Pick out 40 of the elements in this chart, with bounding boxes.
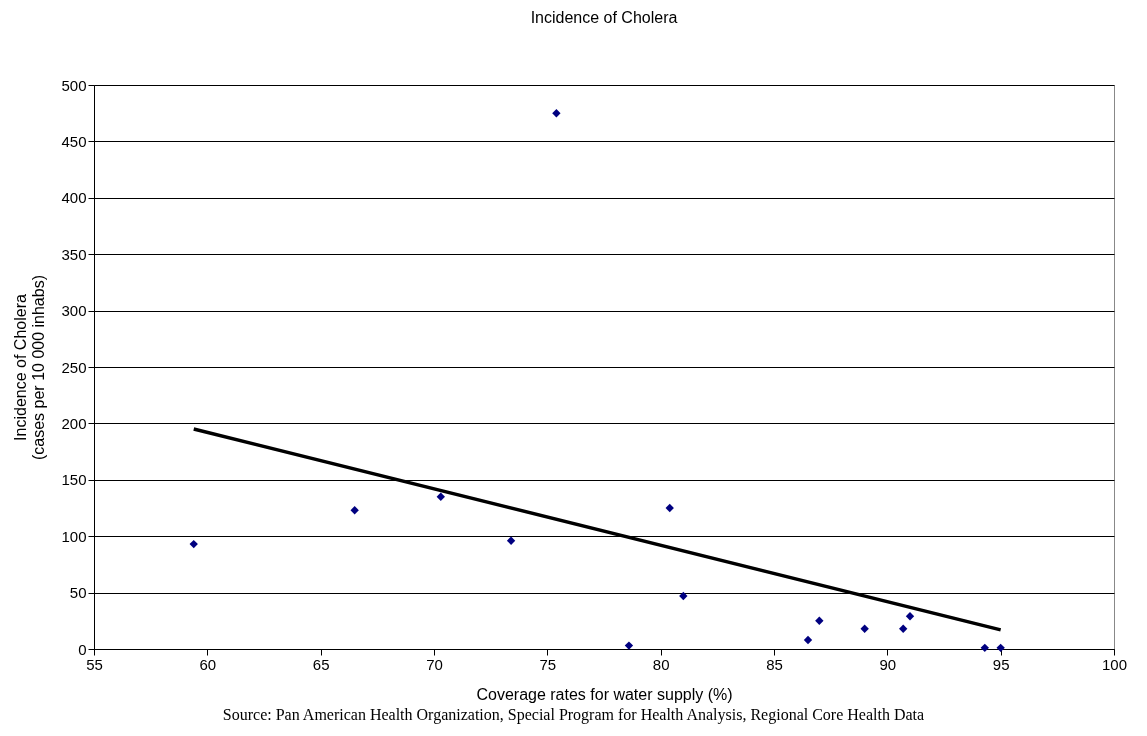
- x-tick-label: 85: [766, 655, 783, 673]
- source-note: Source: Pan American Health Organization, Special Program for Health Analysis, Regional Core Health Data: [221, 706, 926, 724]
- point: [189, 539, 198, 549]
- x-tick-label: 100: [1101, 655, 1128, 673]
- y-axis-title: Incidence of Cholera (cases per 10 000 inhabs): [12, 275, 48, 460]
- y-tick-label: 400: [61, 189, 87, 207]
- y-tick-label: 250: [61, 358, 87, 376]
- point: [905, 612, 915, 621]
- x-tick-label: 60: [199, 655, 217, 673]
- point: [815, 616, 824, 625]
- x-axis-title: Coverage rates for water supply (%): [476, 685, 733, 703]
- point: [506, 536, 516, 545]
- point: [624, 641, 634, 650]
- y-tick-label: 200: [61, 414, 87, 432]
- y-tick-label: 150: [61, 471, 87, 489]
- y-tick-label: 500: [61, 76, 87, 94]
- point: [803, 635, 813, 645]
- point: [899, 624, 908, 633]
- point: [679, 591, 688, 601]
- x-tick-label: 75: [539, 655, 557, 673]
- y-tick-label: 100: [61, 527, 87, 545]
- x-tick-label: 90: [879, 655, 897, 673]
- point: [860, 624, 869, 633]
- x-tick-label: 95: [992, 655, 1010, 673]
- chart-title: Incidence of Cholera: [530, 9, 678, 26]
- point: [436, 492, 445, 501]
- point: [552, 109, 561, 118]
- y-tick-label: 450: [61, 132, 87, 150]
- point: [996, 643, 1005, 653]
- y-tick-label: 300: [61, 302, 87, 320]
- y-tick-label: 350: [61, 245, 87, 263]
- point: [665, 503, 674, 513]
- y-tick-label: 0: [78, 640, 87, 658]
- point: [980, 643, 989, 653]
- y-tick-label: 50: [69, 584, 87, 602]
- x-tick-label: 70: [426, 655, 443, 673]
- x-tick-label: 65: [312, 655, 330, 673]
- point: [350, 506, 359, 515]
- x-tick-label: 80: [652, 655, 670, 673]
- x-tick-label: 55: [86, 655, 103, 673]
